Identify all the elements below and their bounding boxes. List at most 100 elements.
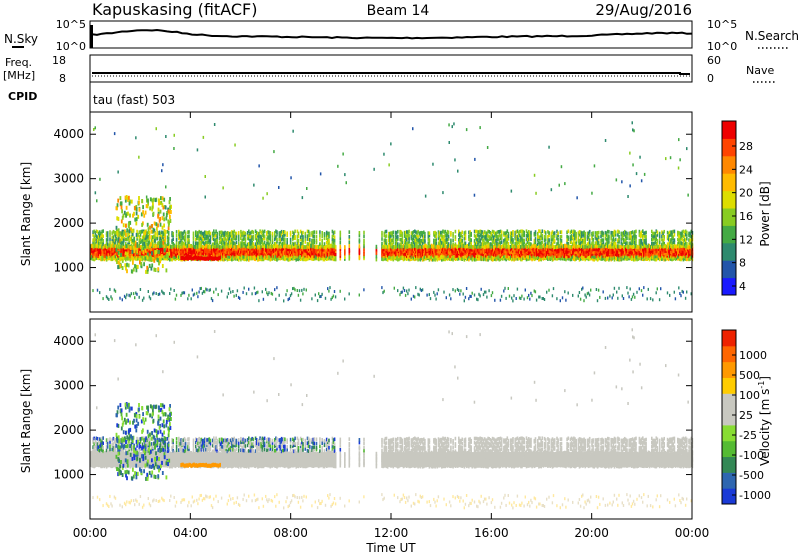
echo-cell — [278, 249, 281, 254]
echo-cell — [439, 254, 442, 259]
echo-cell — [196, 249, 198, 254]
echo-cell — [215, 234, 217, 238]
echo-cell — [208, 288, 210, 292]
echo-cell — [141, 235, 144, 240]
echo-cell — [292, 244, 294, 249]
echo-cell — [553, 254, 556, 259]
echo-cell — [408, 244, 410, 249]
echo-cell — [318, 249, 320, 254]
echo-cell — [406, 230, 408, 234]
echo-cell — [551, 247, 554, 252]
echo-cell — [611, 242, 614, 247]
echo-cell — [386, 252, 389, 257]
echo-cell — [634, 247, 636, 252]
echo-cell — [643, 247, 645, 252]
echo-cell — [635, 250, 637, 255]
echo-cell — [274, 254, 276, 259]
echo-cell — [566, 249, 568, 254]
echo-cell — [123, 255, 126, 260]
echo-cell — [287, 244, 290, 249]
echo-cell — [243, 251, 246, 256]
echo-cell — [268, 244, 270, 249]
echo-cell — [280, 249, 283, 254]
echo-cell — [505, 238, 507, 242]
echo-cell — [447, 253, 450, 259]
echo-cell — [412, 247, 415, 252]
echo-cell — [243, 246, 246, 251]
echo-cell — [537, 246, 539, 252]
echo-cell — [375, 249, 378, 254]
echo-cell — [197, 231, 199, 235]
echo-cell — [381, 233, 383, 238]
echo-cell — [655, 251, 658, 256]
echo-cell — [149, 206, 151, 211]
echo-cell — [172, 237, 174, 241]
echo-cell — [652, 298, 654, 302]
echo-cell — [525, 242, 528, 247]
echo-cell — [674, 256, 677, 261]
echo-cell — [604, 236, 607, 241]
echo-cell — [234, 256, 237, 261]
echo-cell — [180, 234, 182, 239]
echo-cell — [383, 249, 386, 254]
echo-cell — [509, 249, 512, 254]
echo-cell — [631, 244, 634, 249]
echo-cell — [460, 238, 462, 243]
echo-cell — [446, 241, 449, 245]
echo-cell — [167, 231, 170, 235]
echo-cell — [189, 249, 191, 255]
echo-cell — [242, 249, 244, 254]
echo-cell — [141, 254, 144, 259]
echo-cell — [393, 247, 396, 252]
echo-cell — [686, 253, 688, 259]
echo-cell — [406, 249, 408, 254]
echo-cell — [223, 246, 225, 251]
echo-cell — [324, 255, 327, 261]
echo-cell — [292, 235, 294, 239]
echo-cell — [330, 251, 332, 256]
echo-cell — [193, 249, 196, 254]
echo-cell — [553, 234, 556, 238]
echo-cell — [278, 246, 281, 251]
echo-cell — [257, 251, 259, 256]
echo-cell — [181, 235, 183, 239]
echo-cell — [307, 242, 310, 246]
echo-cell — [544, 231, 547, 235]
echo-cell — [138, 230, 141, 234]
echo-cell — [412, 234, 415, 239]
echo-cell — [586, 237, 589, 241]
echo-cell — [559, 256, 562, 261]
echo-cell — [683, 251, 686, 256]
echo-cell — [467, 252, 469, 257]
echo-cell — [656, 233, 659, 237]
echo-cell — [280, 237, 283, 242]
echo-cell — [611, 249, 614, 254]
echo-cell — [320, 244, 322, 250]
echo-cell — [678, 249, 680, 254]
echo-cell — [681, 233, 684, 238]
echo-cell — [494, 298, 496, 302]
echo-cell — [268, 230, 270, 235]
echo-cell — [428, 246, 431, 251]
echo-cell — [397, 254, 399, 259]
echo-cell — [488, 256, 490, 261]
echo-cell — [224, 237, 226, 241]
echo-cell — [216, 256, 218, 261]
echo-cell — [526, 249, 529, 254]
echo-cell — [382, 251, 384, 256]
echo-cell — [109, 240, 111, 245]
echo-cell — [113, 240, 116, 245]
echo-cell — [363, 244, 365, 249]
echo-cell — [135, 232, 138, 237]
echo-cell — [476, 229, 478, 234]
echo-cell — [331, 296, 333, 300]
echo-cell — [129, 253, 132, 259]
echo-cell — [645, 247, 647, 252]
echo-cell — [262, 242, 265, 247]
echo-cell — [103, 244, 106, 249]
echo-cell — [552, 231, 555, 236]
echo-cell — [220, 233, 223, 238]
echo-cell — [640, 230, 643, 235]
echo-cell — [507, 242, 510, 246]
echo-cell — [502, 256, 504, 261]
